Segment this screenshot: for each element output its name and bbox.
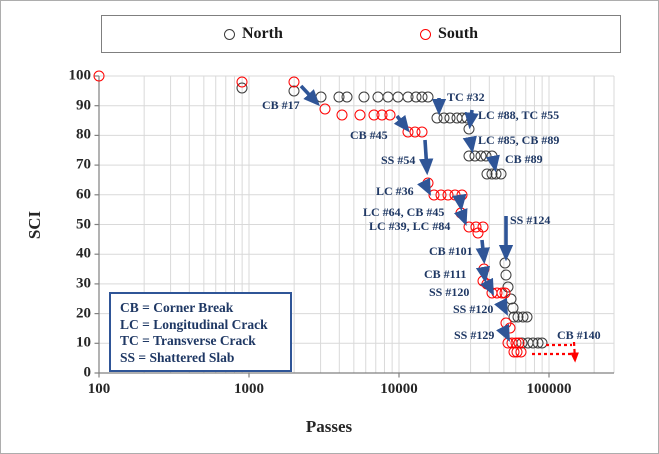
legend-label: South [438,25,479,42]
north-marker-icon [224,28,235,40]
south-marker-icon [420,28,431,40]
chart-legend: North South [101,15,621,53]
legend-label: North [242,25,283,42]
legend-item-north: North [224,16,283,52]
definition-line: TC = Transverse Crack [120,333,256,348]
definition-line: SS = Shattered Slab [120,349,235,365]
legend-item-south: South [420,16,478,52]
definition-line: CB = Corner Break [120,300,234,315]
distress-definitions-box: CB = Corner Break LC = Longitudinal Crack… [109,292,292,372]
definition-line: LC = Longitudinal Crack [120,316,268,332]
